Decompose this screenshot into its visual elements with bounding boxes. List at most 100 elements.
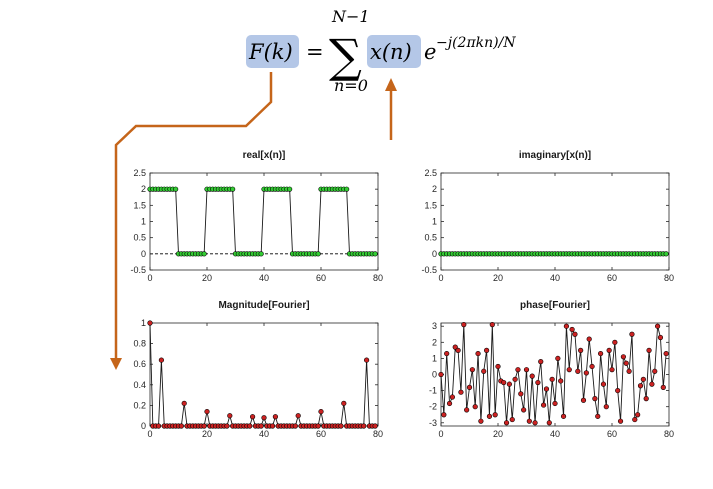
data-point xyxy=(620,354,627,360)
data-point xyxy=(247,423,253,429)
y-tick-label: -3 xyxy=(429,418,437,428)
data-point xyxy=(623,360,629,366)
y-tick-label: 1 xyxy=(141,318,146,328)
y-tick-label: 2.5 xyxy=(424,168,437,178)
dft-formula: F(k) = ∑ N−1 n=0 x(n) e −j(2πkn)/N xyxy=(246,7,516,95)
x-tick-label: 0 xyxy=(147,273,152,283)
x-tick-label: 20 xyxy=(202,273,212,283)
series-line xyxy=(149,322,376,427)
data-point xyxy=(250,414,256,420)
data-point xyxy=(147,320,153,326)
y-tick-label: -0.5 xyxy=(130,265,146,275)
data-point xyxy=(258,423,264,429)
data-point xyxy=(372,423,378,429)
data-point xyxy=(615,387,621,394)
data-point xyxy=(606,347,612,353)
imaginary-signal-plot: imaginary[x(n)] 0 20 40 60 80-0.500.511.522.… xyxy=(421,150,674,283)
y-tick-label: 0.6 xyxy=(133,359,146,369)
data-point xyxy=(575,368,581,374)
y-tick-label: 2 xyxy=(432,337,437,347)
y-tick-label: 0.5 xyxy=(133,233,146,243)
data-point xyxy=(484,347,490,353)
data-point xyxy=(261,415,267,421)
magnitude-fourier-plot: Magnitude[Fourier] 0 20 40 60 80 0 0.2 0.4 0.6 0.… xyxy=(133,300,383,439)
data-point xyxy=(446,400,453,407)
formula-x-term: x(n) xyxy=(370,40,412,64)
data-point xyxy=(481,368,487,374)
data-point xyxy=(344,186,350,192)
data-point xyxy=(472,404,478,410)
data-point xyxy=(441,412,447,418)
data-point xyxy=(626,368,632,374)
x-tick-label: 20 xyxy=(493,273,503,283)
data-point xyxy=(361,423,367,429)
y-tick-label: 0 xyxy=(141,249,146,259)
phase-plot-title: phase[Fourier] xyxy=(520,300,590,311)
y-tick-label: 0 xyxy=(432,249,437,259)
data-point xyxy=(372,251,378,257)
data-point xyxy=(657,334,664,341)
data-point xyxy=(515,367,521,373)
data-point xyxy=(155,423,162,429)
data-point xyxy=(269,423,276,429)
data-point xyxy=(258,251,264,257)
data-point xyxy=(612,339,618,345)
data-point xyxy=(560,413,567,419)
data-point xyxy=(338,423,344,429)
data-point xyxy=(580,397,587,403)
summation-lower-limit: n=0 xyxy=(334,76,368,95)
data-point xyxy=(546,420,552,426)
data-point xyxy=(173,186,179,192)
data-point xyxy=(617,418,624,424)
data-point xyxy=(649,381,655,387)
x-tick-label: 60 xyxy=(607,429,617,439)
fk-highlight-box xyxy=(246,35,299,68)
data-point xyxy=(315,423,321,429)
data-point xyxy=(600,381,607,387)
data-point xyxy=(287,186,293,192)
y-tick-label: 1 xyxy=(432,217,437,227)
data-point xyxy=(595,413,601,419)
data-point xyxy=(295,413,301,419)
data-point xyxy=(538,359,544,365)
data-point xyxy=(543,386,550,392)
data-point xyxy=(635,412,641,418)
data-point xyxy=(646,347,652,353)
data-point xyxy=(583,370,589,376)
data-point xyxy=(566,367,572,373)
imaginary-plot-title: imaginary[x(n)] xyxy=(519,150,591,161)
data-point xyxy=(486,413,493,419)
data-point xyxy=(466,384,473,390)
real-plot-title: real[x(n)] xyxy=(243,150,286,161)
data-point xyxy=(364,357,370,363)
y-tick-label: 0.2 xyxy=(133,400,146,410)
x-tick-label: 20 xyxy=(493,429,503,439)
data-point xyxy=(318,408,324,415)
data-point xyxy=(449,394,456,400)
x-tick-label: 80 xyxy=(373,429,383,439)
data-point xyxy=(589,363,595,370)
series-line xyxy=(150,188,376,255)
summation-upper-limit: N−1 xyxy=(331,7,370,26)
data-point xyxy=(495,363,501,370)
data-point xyxy=(444,350,450,357)
data-point xyxy=(654,323,661,329)
data-point xyxy=(549,376,555,382)
data-point xyxy=(492,412,498,418)
y-tick-label: 0.4 xyxy=(133,380,146,390)
formula-lhs: F(k) xyxy=(248,40,293,64)
y-tick-label: 2.5 xyxy=(133,168,146,178)
data-point xyxy=(629,331,635,337)
y-tick-label: -1 xyxy=(429,386,437,396)
data-point xyxy=(452,344,458,350)
formula-equals: = xyxy=(306,40,324,64)
data-point xyxy=(532,420,538,426)
y-tick-label: 3 xyxy=(432,321,437,331)
data-point xyxy=(181,400,187,406)
data-point xyxy=(572,331,578,337)
data-point xyxy=(643,396,649,402)
data-point xyxy=(563,323,570,329)
x-tick-label: 40 xyxy=(259,273,269,283)
summation-symbol: ∑ xyxy=(329,29,362,83)
